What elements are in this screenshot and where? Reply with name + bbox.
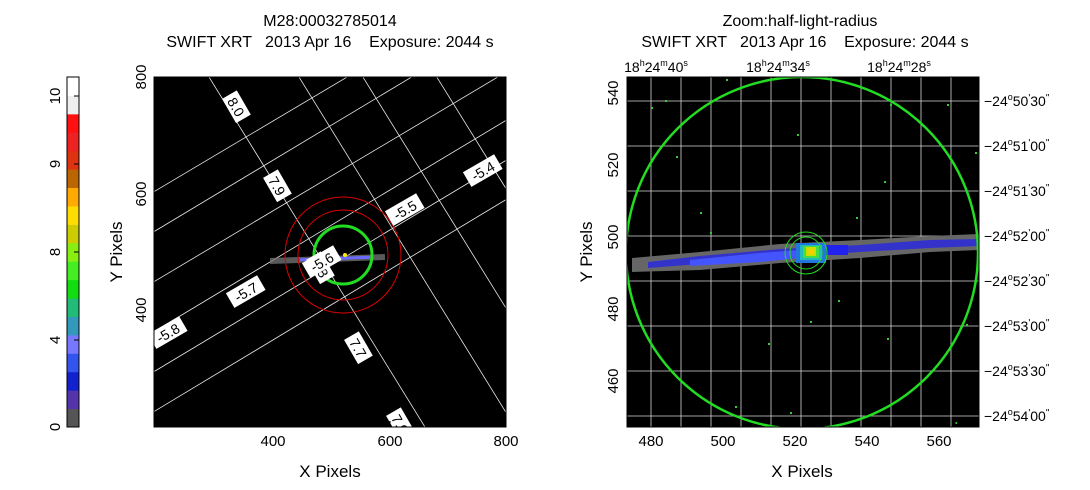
dec-label: −24o54'00" bbox=[984, 407, 1050, 424]
right-source-circle-inner bbox=[789, 236, 823, 270]
dec-label: −24o50'30" bbox=[984, 92, 1050, 109]
colorbar-cell bbox=[67, 224, 79, 244]
right-x-tick-label: 560 bbox=[926, 433, 951, 450]
colorbar-cell bbox=[67, 113, 79, 133]
right-title-line2: SWIFT XRT 2013 Apr 16 Exposure: 2044 s bbox=[641, 34, 968, 51]
right-title-line1: Zoom:half-light-radius bbox=[723, 13, 878, 30]
colorbar-cell bbox=[67, 95, 79, 115]
dec-label: −24o52'30" bbox=[984, 272, 1050, 289]
right-x-axis-label: X Pixels bbox=[771, 462, 832, 481]
ra-label: 18h24m28s bbox=[867, 58, 931, 75]
dec-label: −24o51'00" bbox=[984, 137, 1050, 154]
left-x-axis-label: X Pixels bbox=[299, 462, 360, 481]
ra-label: 18h24m34s bbox=[746, 58, 810, 75]
left-y-tick-label: 400 bbox=[133, 297, 150, 322]
colorbar-cell bbox=[67, 371, 79, 391]
left-x-ticks bbox=[272, 421, 507, 427]
left-y-tick-label: 600 bbox=[133, 181, 150, 206]
colorbar-tick-label: 10 bbox=[47, 88, 64, 105]
colorbar-cell bbox=[67, 150, 79, 170]
left-half-light-circle bbox=[312, 224, 374, 286]
left-title-line2: SWIFT XRT 2013 Apr 16 Exposure: 2044 s bbox=[166, 34, 493, 51]
colorbar-tick-label: 4 bbox=[47, 336, 64, 344]
dec-label: −24o52'00" bbox=[984, 227, 1050, 244]
right-source-emission bbox=[632, 234, 979, 272]
ra-label: 18h24m40s bbox=[624, 58, 688, 75]
right-y-tick-label: 520 bbox=[605, 152, 622, 177]
right-ra-labels: 18h24m40s 18h24m34s 18h24m28s bbox=[624, 58, 931, 75]
right-x-tick-label: 480 bbox=[638, 433, 663, 450]
dec-label: −24o51'30" bbox=[984, 182, 1050, 199]
left-y-axis-label: Y Pixels bbox=[107, 221, 126, 282]
right-dec-labels: −24o50'30" −24o51'00" −24o51'30" −24o52'… bbox=[984, 92, 1050, 424]
colorbar-cell bbox=[67, 205, 79, 225]
right-x-tick-label: 540 bbox=[854, 433, 879, 450]
dec-label: −24o53'00" bbox=[984, 317, 1050, 334]
left-y-tick-label: 800 bbox=[133, 64, 150, 89]
right-y-tick-label: 500 bbox=[605, 224, 622, 249]
left-title-line1: M28:00032785014 bbox=[263, 13, 397, 30]
left-coordinate-grid bbox=[154, 77, 506, 427]
colorbar-cell bbox=[67, 408, 79, 428]
right-noise-pixels bbox=[651, 79, 977, 424]
colorbar-cell bbox=[67, 298, 79, 317]
colorbar: 0 4 8 9 10 bbox=[47, 76, 80, 431]
right-x-ticks bbox=[648, 421, 956, 427]
right-y-tick-label: 460 bbox=[605, 368, 622, 393]
right-panel: Zoom:half-light-radius SWIFT XRT 2013 Ap… bbox=[577, 13, 1050, 481]
colorbar-cell bbox=[67, 279, 79, 299]
right-y-ticks bbox=[627, 92, 633, 382]
colorbar-cell bbox=[67, 334, 79, 354]
left-x-tick-label: 800 bbox=[493, 433, 518, 450]
colorbar-cell bbox=[67, 390, 79, 410]
left-x-tick-label: 600 bbox=[377, 433, 402, 450]
colorbar-tick-label: 9 bbox=[47, 160, 64, 168]
right-y-axis-label: Y Pixels bbox=[577, 221, 596, 282]
colorbar-tick-label: 0 bbox=[47, 423, 64, 431]
colorbar-cell bbox=[67, 261, 79, 281]
colorbar-cell bbox=[67, 187, 79, 207]
right-x-tick-label: 500 bbox=[710, 433, 735, 450]
right-half-light-circle bbox=[627, 77, 979, 427]
colorbar-ticks bbox=[74, 95, 79, 428]
left-y-ticks bbox=[154, 76, 160, 311]
colorbar-cell bbox=[67, 132, 79, 152]
left-x-tick-label: 400 bbox=[260, 433, 285, 450]
right-source-circle-outer bbox=[784, 231, 828, 275]
right-x-tick-label: 520 bbox=[782, 433, 807, 450]
right-y-tick-label: 480 bbox=[605, 296, 622, 321]
colorbar-cell bbox=[67, 316, 79, 336]
colorbar-tick-label: 8 bbox=[47, 248, 64, 256]
left-red-annulus-outer bbox=[284, 196, 402, 314]
left-red-annulus-inner bbox=[297, 209, 389, 301]
colorbar-cell bbox=[67, 353, 79, 373]
left-panel: M28:00032785014 SWIFT XRT 2013 Apr 16 Ex… bbox=[107, 13, 519, 481]
right-y-tick-label: 540 bbox=[605, 80, 622, 105]
colorbar-cell bbox=[67, 169, 79, 189]
colorbar-cell bbox=[67, 242, 79, 262]
dec-label: −24o53'30" bbox=[984, 362, 1050, 379]
colorbar-cell bbox=[67, 77, 79, 96]
